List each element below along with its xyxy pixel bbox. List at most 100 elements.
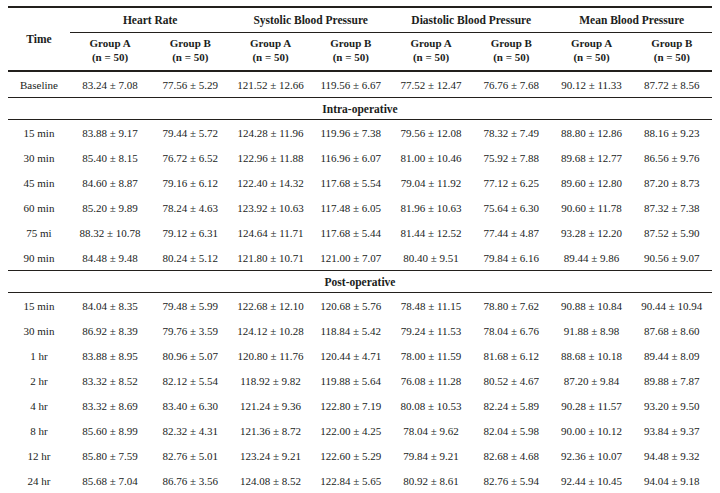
value-cell: 78.00 ± 11.59 xyxy=(391,343,471,368)
group-name: Group B xyxy=(311,36,391,50)
time-cell: 15 min xyxy=(8,120,70,146)
paper-page: Time Heart Rate Systolic Blood Pressure … xyxy=(0,0,720,493)
value-cell: 79.12 ± 6.31 xyxy=(150,220,230,245)
table-row: 75 mi88.32 ± 10.7879.12 ± 6.31124.64 ± 1… xyxy=(8,220,712,245)
value-cell: 77.52 ± 12.47 xyxy=(391,71,471,98)
value-cell: 81.00 ± 10.46 xyxy=(391,145,471,170)
table-row: 30 min86.92 ± 8.3979.76 ± 3.59124.12 ± 1… xyxy=(8,318,712,343)
time-cell: 60 min xyxy=(8,195,70,220)
value-cell: 75.64 ± 6.30 xyxy=(471,195,551,220)
value-cell: 122.00 ± 4.25 xyxy=(311,418,391,443)
value-cell: 80.52 ± 4.67 xyxy=(471,368,551,393)
value-cell: 79.24 ± 11.53 xyxy=(391,318,471,343)
time-cell: 30 min xyxy=(8,318,70,343)
value-cell: 123.24 ± 9.21 xyxy=(230,443,310,468)
value-cell: 88.80 ± 12.86 xyxy=(551,120,631,146)
value-cell: 120.80 ± 11.76 xyxy=(230,343,310,368)
group-n: (n = 50) xyxy=(230,50,310,64)
value-cell: 78.80 ± 7.62 xyxy=(471,293,551,319)
value-cell: 87.32 ± 7.38 xyxy=(632,195,712,220)
group-n: (n = 50) xyxy=(471,50,551,64)
value-cell: 78.24 ± 4.63 xyxy=(150,195,230,220)
value-cell: 85.68 ± 7.04 xyxy=(70,468,150,493)
section-row: Intra-operative xyxy=(8,98,712,120)
value-cell: 86.56 ± 9.76 xyxy=(632,145,712,170)
value-cell: 122.60 ± 5.29 xyxy=(311,443,391,468)
value-cell: 81.96 ± 10.63 xyxy=(391,195,471,220)
value-cell: 75.92 ± 7.88 xyxy=(471,145,551,170)
value-cell: 79.48 ± 5.99 xyxy=(150,293,230,319)
value-cell: 82.32 ± 4.31 xyxy=(150,418,230,443)
value-cell: 92.44 ± 10.45 xyxy=(551,468,631,493)
group-name: Group B xyxy=(471,36,551,50)
value-cell: 79.16 ± 6.12 xyxy=(150,170,230,195)
value-cell: 121.36 ± 8.72 xyxy=(230,418,310,443)
value-cell: 124.64 ± 11.71 xyxy=(230,220,310,245)
value-cell: 118.84 ± 5.42 xyxy=(311,318,391,343)
value-cell: 78.04 ± 6.76 xyxy=(471,318,551,343)
subheader-mbp-group-a: Group A (n = 50) xyxy=(551,33,631,72)
value-cell: 83.88 ± 8.95 xyxy=(70,343,150,368)
value-cell: 122.40 ± 14.32 xyxy=(230,170,310,195)
value-cell: 82.12 ± 5.54 xyxy=(150,368,230,393)
table-row: 2 hr83.32 ± 8.5282.12 ± 5.54118.92 ± 9.8… xyxy=(8,368,712,393)
hemodynamics-table: Time Heart Rate Systolic Blood Pressure … xyxy=(8,6,712,493)
value-cell: 122.68 ± 12.10 xyxy=(230,293,310,319)
value-cell: 87.72 ± 8.56 xyxy=(632,71,712,98)
group-name: Group A xyxy=(391,36,471,50)
value-cell: 94.48 ± 9.32 xyxy=(632,443,712,468)
value-cell: 90.12 ± 11.33 xyxy=(551,71,631,98)
value-cell: 79.04 ± 11.92 xyxy=(391,170,471,195)
value-cell: 82.68 ± 4.68 xyxy=(471,443,551,468)
value-cell: 90.00 ± 10.12 xyxy=(551,418,631,443)
time-column-header: Time xyxy=(8,7,70,71)
time-cell: Baseline xyxy=(8,71,70,98)
value-cell: 124.28 ± 11.96 xyxy=(230,120,310,146)
value-cell: 83.32 ± 8.52 xyxy=(70,368,150,393)
value-cell: 82.76 ± 5.94 xyxy=(471,468,551,493)
value-cell: 80.96 ± 5.07 xyxy=(150,343,230,368)
value-cell: 77.56 ± 5.29 xyxy=(150,71,230,98)
value-cell: 85.20 ± 9.89 xyxy=(70,195,150,220)
value-cell: 79.44 ± 5.72 xyxy=(150,120,230,146)
value-cell: 82.76 ± 5.01 xyxy=(150,443,230,468)
table-row: 90 min84.48 ± 9.4880.24 ± 5.12121.80 ± 1… xyxy=(8,245,712,271)
value-cell: 123.92 ± 10.63 xyxy=(230,195,310,220)
subheader-mbp-group-b: Group B (n = 50) xyxy=(632,33,712,72)
group-n: (n = 50) xyxy=(150,50,230,64)
value-cell: 93.28 ± 12.20 xyxy=(551,220,631,245)
group-header-systolic-bp: Systolic Blood Pressure xyxy=(230,7,391,33)
value-cell: 80.08 ± 10.53 xyxy=(391,393,471,418)
value-cell: 88.68 ± 10.18 xyxy=(551,343,631,368)
table-row: 15 min84.04 ± 8.3579.48 ± 5.99122.68 ± 1… xyxy=(8,293,712,319)
value-cell: 124.08 ± 8.52 xyxy=(230,468,310,493)
value-cell: 121.52 ± 12.66 xyxy=(230,71,310,98)
value-cell: 78.48 ± 11.15 xyxy=(391,293,471,319)
value-cell: 90.28 ± 11.57 xyxy=(551,393,631,418)
value-cell: 83.88 ± 9.17 xyxy=(70,120,150,146)
table-row: 60 min85.20 ± 9.8978.24 ± 4.63123.92 ± 1… xyxy=(8,195,712,220)
subheader-sbp-group-a: Group A (n = 50) xyxy=(230,33,310,72)
value-cell: 87.20 ± 9.84 xyxy=(551,368,631,393)
group-name: Group A xyxy=(230,36,310,50)
group-name: Group A xyxy=(551,36,631,50)
table-row: 15 min83.88 ± 9.1779.44 ± 5.72124.28 ± 1… xyxy=(8,120,712,146)
value-cell: 85.80 ± 7.59 xyxy=(70,443,150,468)
table-row: 24 hr85.68 ± 7.0486.76 ± 3.56124.08 ± 8.… xyxy=(8,468,712,493)
value-cell: 120.68 ± 5.76 xyxy=(311,293,391,319)
value-cell: 88.16 ± 9.23 xyxy=(632,120,712,146)
value-cell: 89.44 ± 9.86 xyxy=(551,245,631,271)
value-cell: 77.12 ± 6.25 xyxy=(471,170,551,195)
value-cell: 82.24 ± 5.89 xyxy=(471,393,551,418)
value-cell: 91.88 ± 8.98 xyxy=(551,318,631,343)
value-cell: 84.04 ± 8.35 xyxy=(70,293,150,319)
table-body: Baseline83.24 ± 7.0877.56 ± 5.29121.52 ±… xyxy=(8,71,712,493)
value-cell: 80.92 ± 8.61 xyxy=(391,468,471,493)
value-cell: 87.20 ± 8.73 xyxy=(632,170,712,195)
group-name: Group B xyxy=(150,36,230,50)
table-row: 12 hr85.80 ± 7.5982.76 ± 5.01123.24 ± 9.… xyxy=(8,443,712,468)
value-cell: 83.24 ± 7.08 xyxy=(70,71,150,98)
value-cell: 122.84 ± 5.65 xyxy=(311,468,391,493)
group-header-mean-bp: Mean Blood Pressure xyxy=(551,7,712,33)
time-cell: 8 hr xyxy=(8,418,70,443)
